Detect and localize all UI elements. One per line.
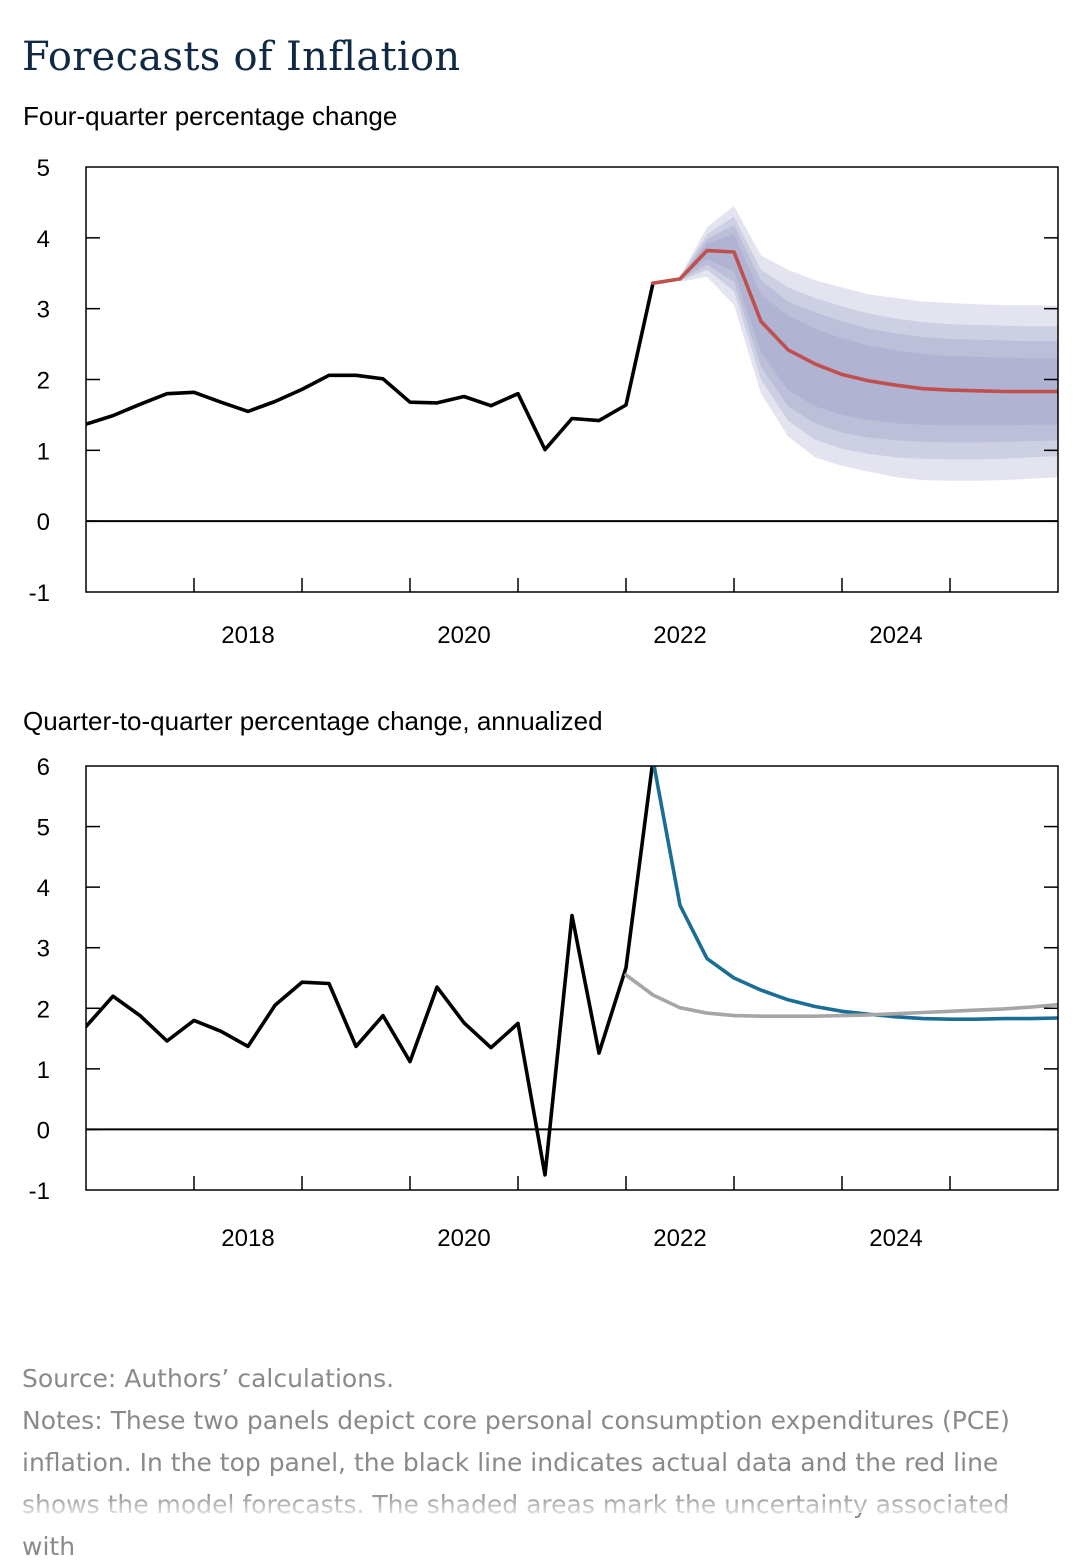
plot-area [86,766,1058,1177]
y-tick-label: 3 [37,936,50,963]
series-forecast-line [652,766,1058,1022]
uncertainty-band-1 [680,206,1058,481]
y-tick-label: 6 [37,754,50,781]
x-tick-label: 2020 [437,622,490,649]
y-tick-label: 5 [37,815,50,842]
y-tick-label: 0 [37,1117,50,1144]
plot-area [86,206,1058,523]
series-actual-line [86,281,655,452]
series-forecast-line [651,248,1058,394]
y-tick-label: 3 [37,297,50,324]
x-tick-label: 2022 [653,1225,706,1252]
y-tick-label: 1 [37,438,50,465]
notes-block: Source: Authors’ calculations. Notes: Th… [22,1358,1062,1568]
uncertainty-band-3 [680,225,1058,443]
source-text: Source: Authors’ calculations. [22,1364,395,1393]
four-quarter-chart: -1 0 1 2 3 4 5 2018 2020 2022 2024 [29,155,1059,649]
y-tick-label: 4 [37,875,50,902]
y-tick-label: 2 [37,368,50,395]
notes-text: Notes: These two panels depict core pers… [22,1406,1010,1561]
x-tick-label: 2018 [221,622,274,649]
y-tick-label: -1 [29,1178,50,1205]
x-tick-label: 2020 [437,1225,490,1252]
x-tick-label: 2022 [653,622,706,649]
bottom-fade [0,1493,1079,1513]
quarterly-chart: -1 0 1 2 3 4 5 6 2018 2020 2022 2024 [29,754,1059,1252]
y-tick-label: 2 [37,996,50,1023]
series-actual-line [86,766,655,1177]
bottom-chart-subtitle: Quarter-to-quarter percentage change, an… [23,706,603,736]
uncertainty-band-4 [680,234,1058,426]
x-tick-label: 2024 [869,622,922,649]
x-tick-label: 2018 [221,1225,274,1252]
x-tick-label: 2024 [869,1225,922,1252]
y-tick-label: 4 [37,226,50,253]
top-chart-subtitle: Four-quarter percentage change [23,101,398,131]
y-tick-label: -1 [29,580,50,607]
uncertainty-band-2 [680,216,1058,460]
y-tick-label: 1 [37,1057,50,1084]
y-tick-label: 0 [37,509,50,536]
page-title: Forecasts of Inflation [22,34,461,80]
plot-frame [85,765,1059,1191]
series-comparison-line [624,973,1058,1019]
y-tick-label: 5 [37,155,50,182]
